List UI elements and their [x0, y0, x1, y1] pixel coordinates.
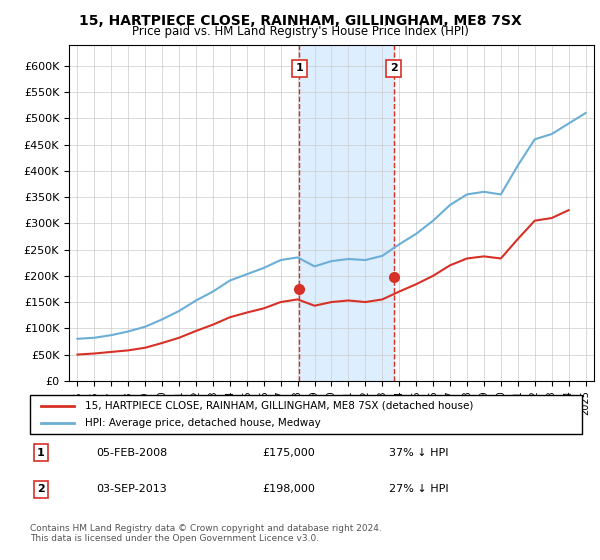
Text: 27% ↓ HPI: 27% ↓ HPI — [389, 484, 448, 494]
Text: 15, HARTPIECE CLOSE, RAINHAM, GILLINGHAM, ME8 7SX: 15, HARTPIECE CLOSE, RAINHAM, GILLINGHAM… — [79, 14, 521, 28]
Text: 1: 1 — [37, 448, 45, 458]
Text: 15, HARTPIECE CLOSE, RAINHAM, GILLINGHAM, ME8 7SX (detached house): 15, HARTPIECE CLOSE, RAINHAM, GILLINGHAM… — [85, 401, 473, 411]
Text: HPI: Average price, detached house, Medway: HPI: Average price, detached house, Medw… — [85, 418, 321, 428]
Text: 2: 2 — [37, 484, 45, 494]
Text: 37% ↓ HPI: 37% ↓ HPI — [389, 448, 448, 458]
Text: Price paid vs. HM Land Registry's House Price Index (HPI): Price paid vs. HM Land Registry's House … — [131, 25, 469, 38]
Text: £175,000: £175,000 — [262, 448, 314, 458]
Text: £198,000: £198,000 — [262, 484, 315, 494]
FancyBboxPatch shape — [30, 395, 582, 434]
Text: Contains HM Land Registry data © Crown copyright and database right 2024.
This d: Contains HM Land Registry data © Crown c… — [30, 524, 382, 543]
Text: 2: 2 — [390, 63, 398, 73]
Bar — [299, 45, 394, 381]
Text: 03-SEP-2013: 03-SEP-2013 — [96, 484, 167, 494]
Text: 1: 1 — [295, 63, 303, 73]
Text: 05-FEB-2008: 05-FEB-2008 — [96, 448, 167, 458]
